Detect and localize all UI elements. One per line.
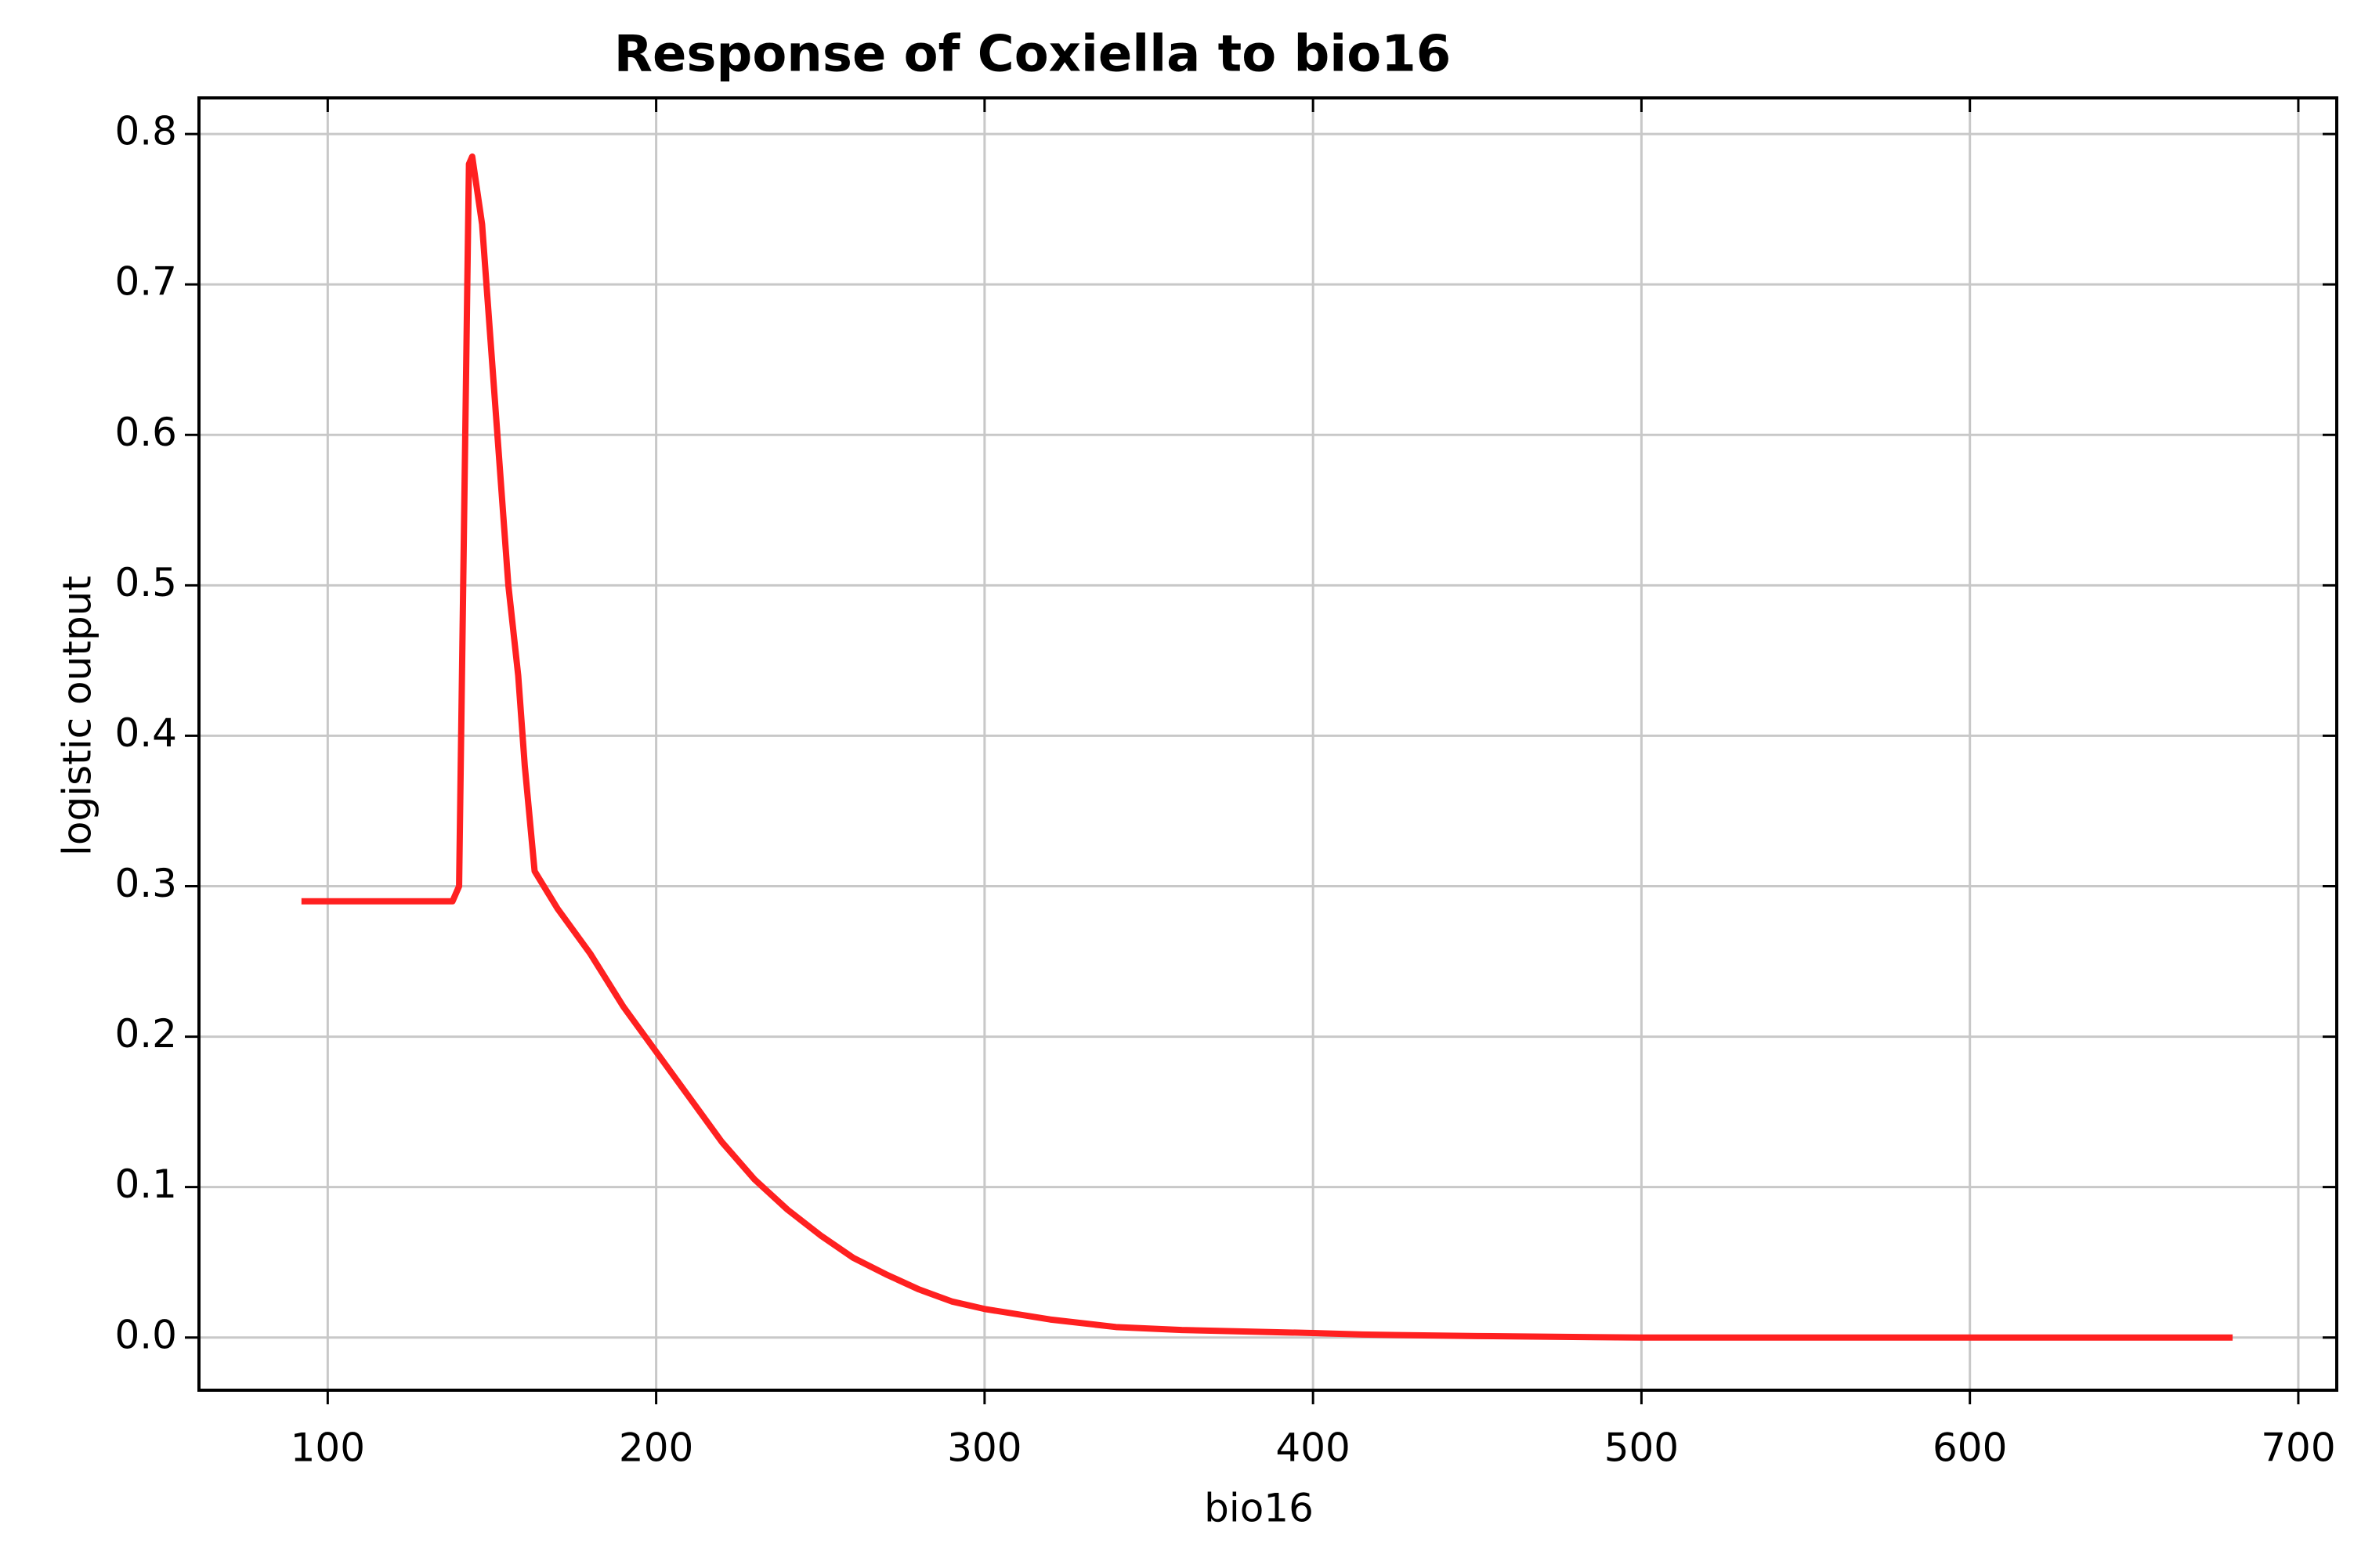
y-tick-label: 0.5 [114, 560, 177, 605]
x-tick-label: 500 [1604, 1425, 1679, 1471]
x-tick-label: 300 [947, 1425, 1021, 1471]
x-tick-label: 200 [619, 1425, 693, 1471]
y-axis-label: logistic output [55, 576, 100, 856]
x-axis-label: bio16 [1204, 1486, 1314, 1531]
y-tick-label: 0.0 [114, 1312, 177, 1357]
x-tick-label: 700 [2261, 1425, 2335, 1471]
data-line [301, 153, 2233, 1341]
x-tick-label: 600 [1933, 1425, 2007, 1471]
y-tick-label: 0.6 [114, 410, 177, 455]
y-tick-label: 0.8 [114, 109, 177, 154]
chart-title: Response of Coxiella to bio16 [614, 26, 1452, 84]
plot-frame [197, 96, 2338, 1392]
x-tick-label: 100 [291, 1425, 365, 1471]
y-tick-label: 0.7 [114, 259, 177, 305]
y-tick-label: 0.1 [114, 1162, 177, 1207]
y-tick-label: 0.2 [114, 1011, 177, 1057]
y-tick-label: 0.4 [114, 710, 177, 756]
y-tick-label: 0.3 [114, 861, 177, 906]
x-tick-label: 400 [1275, 1425, 1350, 1471]
